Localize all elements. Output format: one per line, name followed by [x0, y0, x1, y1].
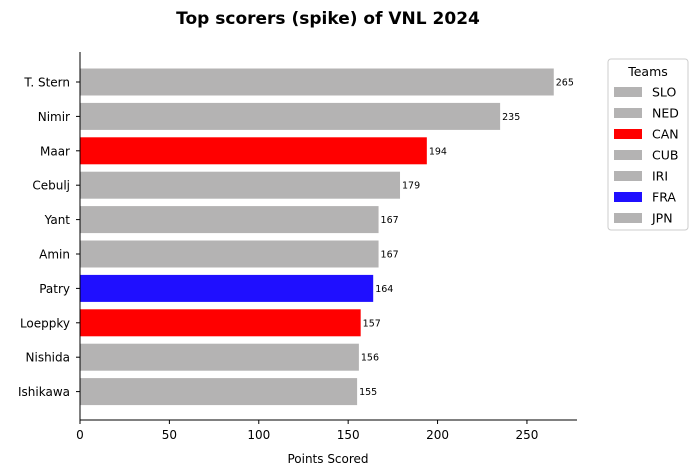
data-label: 156 [361, 353, 379, 364]
y-tick-label: Nishida [26, 351, 70, 365]
legend-items: SLO NED CAN CUB IRI FRA JPN [614, 85, 679, 226]
y-tick-label: Loeppky [20, 316, 70, 330]
legend-frame [607, 58, 689, 231]
legend-swatch [614, 150, 642, 160]
y-tick-label: Cebulj [32, 179, 70, 193]
x-tick-label: 200 [426, 428, 449, 442]
data-label: 157 [363, 318, 381, 329]
x-tick-label: 0 [76, 428, 84, 442]
y-tick-label: Maar [40, 144, 70, 158]
data-label: 167 [381, 215, 399, 226]
bar [80, 343, 359, 371]
legend-entry: SLO [652, 85, 676, 100]
bar [80, 102, 501, 130]
x-tick-label: 150 [337, 428, 360, 442]
y-tick-labels: T. Stern Nimir Maar Cebulj Yant Amin Patry Loep… [18, 76, 80, 399]
legend-title: Teams [627, 64, 668, 79]
legend-entry: NED [652, 106, 679, 121]
y-tick-label: Yant [44, 213, 71, 227]
bar [80, 240, 379, 268]
bar [80, 378, 358, 406]
legend-entry: CUB [652, 148, 678, 163]
x-tick-label: 50 [162, 428, 177, 442]
bar [80, 274, 374, 302]
y-tick-label: T. Stern [23, 76, 70, 90]
legend-swatch [614, 192, 642, 202]
legend: Teams SLO NED CAN CUB IRI FRA JPN [607, 58, 689, 231]
y-tick-label: Nimir [38, 110, 70, 124]
bar [80, 309, 361, 337]
y-tick-label: Ishikawa [18, 385, 70, 399]
legend-swatch [614, 213, 642, 223]
data-label: 164 [375, 284, 393, 295]
x-tick-label: 250 [515, 428, 538, 442]
legend-entry: IRI [652, 169, 668, 184]
legend-swatch [614, 87, 642, 97]
data-label: 179 [402, 181, 420, 192]
bar [80, 137, 427, 165]
legend-entry: CAN [652, 127, 679, 142]
x-axis-label: Points Scored [287, 452, 368, 466]
bar [80, 171, 401, 199]
data-label: 265 [556, 78, 574, 89]
legend-entry: FRA [652, 190, 676, 205]
y-tick-label: Amin [39, 248, 70, 262]
y-tick-label: Patry [39, 282, 70, 296]
legend-swatch [614, 129, 642, 139]
data-label: 155 [359, 387, 377, 398]
bar [80, 68, 554, 96]
legend-entry: JPN [651, 211, 673, 226]
bar [80, 206, 379, 234]
data-label: 194 [429, 146, 447, 157]
x-ticks: 0 50 100 150 200 250 [76, 420, 538, 442]
bars-group: 265 235 194 179 167 167 164 157 156 155 [80, 68, 574, 406]
chart-title: Top scorers (spike) of VNL 2024 [176, 9, 480, 29]
x-tick-label: 100 [247, 428, 270, 442]
data-label: 235 [502, 112, 520, 123]
legend-swatch [614, 171, 642, 181]
data-label: 167 [381, 250, 399, 261]
legend-swatch [614, 108, 642, 118]
